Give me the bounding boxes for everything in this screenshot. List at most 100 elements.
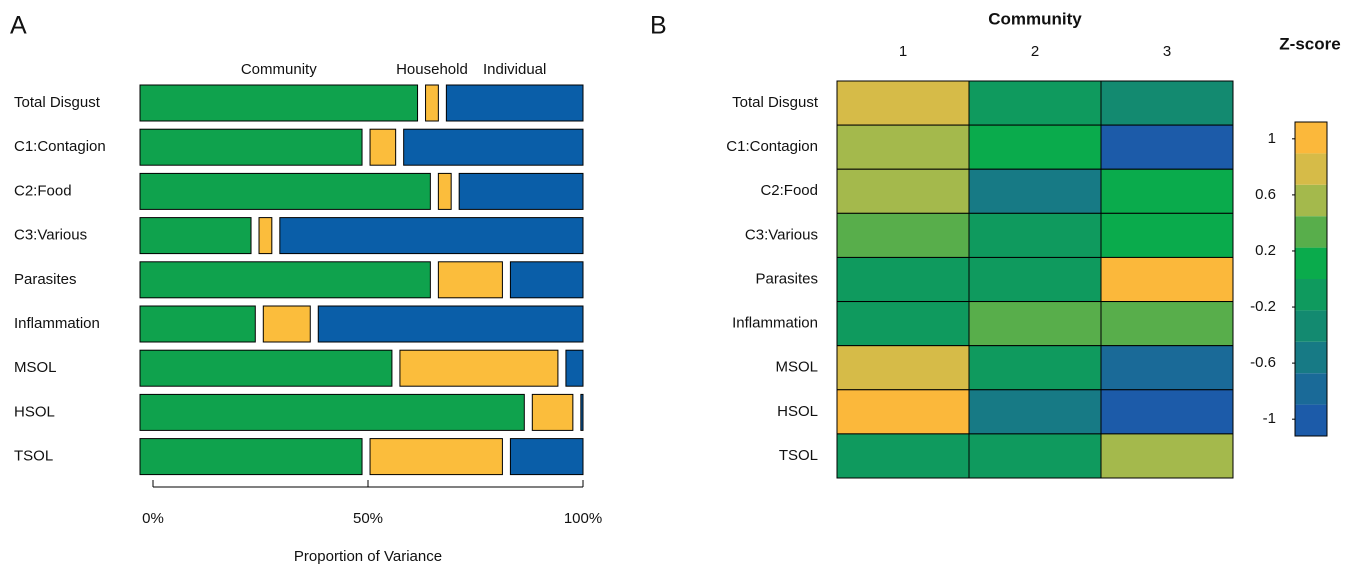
row-label: Inflammation — [732, 315, 818, 332]
row-label: C1:Contagion — [726, 138, 818, 155]
colorbar-tick-label: -0.6 — [1250, 354, 1276, 371]
heatmap-cell — [836, 124, 970, 170]
heatmap-title: Community — [988, 9, 1082, 28]
bar-segment — [369, 438, 503, 476]
bar-segment — [139, 438, 363, 476]
bar-segment — [262, 305, 311, 343]
colorbar-tick-label: 0.6 — [1255, 186, 1276, 203]
heatmap-cell — [836, 433, 970, 479]
bar-segment — [139, 349, 393, 387]
legend-label: Household — [396, 61, 468, 78]
row-label: MSOL — [14, 359, 57, 376]
panel-label: B — [650, 12, 667, 40]
bar-segment — [509, 438, 584, 476]
heatmap-cell — [968, 389, 1102, 435]
colorbar-title: Z-score — [1279, 34, 1340, 53]
bar-segment — [437, 172, 452, 210]
column-label: 2 — [1031, 43, 1039, 60]
x-axis-title: Proportion of Variance — [294, 548, 442, 565]
bar-segment — [403, 128, 584, 166]
row-label: MSOL — [775, 359, 818, 376]
bar-segment — [279, 217, 584, 255]
bar-segment — [258, 217, 273, 255]
heatmap-cell — [836, 168, 970, 214]
colorbar-bin — [1295, 153, 1327, 185]
heatmap-cell — [836, 256, 970, 303]
heatmap-cell — [1100, 301, 1234, 347]
bar-segment — [139, 84, 419, 122]
bar-segment — [369, 128, 397, 166]
heatmap-cell — [1100, 389, 1234, 435]
heatmap-cell — [1100, 433, 1234, 479]
heatmap-cell — [836, 212, 970, 258]
bar-segment — [425, 84, 439, 122]
x-tick-label: 0% — [142, 510, 164, 527]
x-tick-label: 100% — [564, 510, 602, 527]
row-label: Total Disgust — [732, 94, 819, 111]
colorbar-bin — [1295, 247, 1327, 279]
bar-segment — [399, 349, 559, 387]
row-label: Total Disgust — [14, 94, 101, 111]
heatmap-cell — [836, 389, 970, 435]
row-label: HSOL — [14, 403, 55, 420]
row-label: Inflammation — [14, 315, 100, 332]
heatmap-cell — [968, 124, 1102, 170]
colorbar-tick-label: 0.2 — [1255, 242, 1276, 259]
bar-segment — [580, 393, 584, 431]
row-label: TSOL — [14, 448, 53, 465]
heatmap-cell — [968, 301, 1102, 347]
legend-label: Community — [241, 61, 317, 78]
bar-segment — [139, 261, 431, 299]
bar-segment — [139, 128, 363, 166]
bar-segment — [317, 305, 584, 343]
row-label: C2:Food — [760, 182, 818, 199]
colorbar-bin — [1295, 216, 1327, 248]
bar-segment — [139, 393, 525, 431]
bar-segment — [531, 393, 574, 431]
colorbar-bin — [1295, 184, 1327, 217]
heatmap-cell — [1100, 168, 1234, 214]
row-label: C1:Contagion — [14, 138, 106, 155]
heatmap-cell — [1100, 345, 1234, 391]
heatmap-cell — [968, 433, 1102, 479]
heatmap-cell — [1100, 256, 1234, 303]
heatmap-cell — [968, 256, 1102, 303]
heatmap-cell — [1100, 124, 1234, 170]
heatmap-cell — [1100, 212, 1234, 258]
heatmap-cell — [968, 345, 1102, 391]
bar-segment — [139, 172, 431, 210]
column-label: 1 — [899, 43, 907, 60]
heatmap-cell — [836, 80, 970, 126]
row-label: C3:Various — [14, 227, 87, 244]
bar-segment — [509, 261, 584, 299]
bar-segment — [565, 349, 584, 387]
colorbar-bin — [1295, 404, 1327, 436]
colorbar-frame — [1294, 121, 1328, 437]
colorbar-bin — [1295, 310, 1327, 342]
heatmap-cell — [968, 168, 1102, 214]
heatmap-cell — [968, 212, 1102, 258]
bar-segment — [139, 305, 256, 343]
row-label: HSOL — [777, 403, 818, 420]
heatmap-cell — [836, 345, 970, 391]
colorbar-bin — [1295, 373, 1327, 405]
colorbar-bin — [1295, 341, 1327, 374]
colorbar-bin — [1295, 122, 1327, 154]
colorbar-tick-label: -1 — [1263, 410, 1276, 427]
bar-segment — [445, 84, 584, 122]
row-label: C2:Food — [14, 182, 72, 199]
bar-segment — [437, 261, 503, 299]
heatmap-cell — [836, 301, 970, 347]
panel-label: A — [10, 12, 27, 40]
column-label: 3 — [1163, 43, 1171, 60]
colorbar-bin — [1295, 279, 1327, 311]
row-label: Parasites — [14, 271, 77, 288]
colorbar-tick-label: -0.2 — [1250, 298, 1276, 315]
bar-segment — [458, 172, 584, 210]
row-label: Parasites — [755, 270, 818, 287]
heatmap-cell — [1100, 80, 1234, 126]
row-label: TSOL — [779, 447, 818, 464]
row-label: C3:Various — [745, 226, 818, 243]
colorbar-tick-label: 1 — [1268, 130, 1276, 147]
